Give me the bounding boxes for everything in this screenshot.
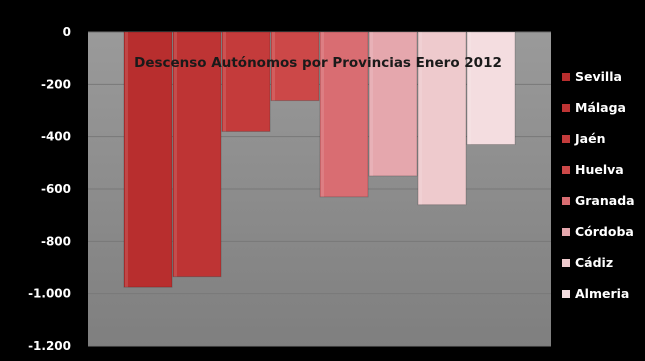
y-tick-label: -400 xyxy=(41,130,71,144)
legend-label: Almeria xyxy=(575,286,629,301)
legend-entry: Málaga xyxy=(562,100,626,115)
bar-highlight xyxy=(468,32,471,145)
bar-highlight xyxy=(125,32,128,287)
legend-swatch xyxy=(562,135,570,143)
bar-almeria xyxy=(467,32,515,145)
y-tick-label: -200 xyxy=(41,77,71,91)
legend-entry: Córdoba xyxy=(562,224,634,239)
legend-swatch xyxy=(562,290,570,298)
legend-label: Granada xyxy=(575,193,635,208)
legend-label: Huelva xyxy=(575,162,624,177)
y-axis-ticks: 0 -200 -400 -600 -800 -1.000 -1.200 xyxy=(28,25,71,353)
bar-jaen xyxy=(222,32,270,131)
legend-label: Jaén xyxy=(574,131,605,146)
legend-label: Málaga xyxy=(575,100,626,115)
legend-swatch xyxy=(562,104,570,112)
y-tick-label: 0 xyxy=(63,25,71,39)
chart-title: Descenso Autónomos por Provincias Enero … xyxy=(134,55,502,71)
legend-swatch xyxy=(562,228,570,236)
legend-entry: Granada xyxy=(562,193,635,208)
legend: Sevilla Málaga Jaén Huelva Granada Córdoba Cád… xyxy=(562,69,635,301)
legend-entry: Sevilla xyxy=(562,69,622,84)
legend-entry: Almeria xyxy=(562,286,629,301)
bar-highlight xyxy=(223,32,226,131)
y-tick-label: -1.200 xyxy=(28,339,71,353)
bar-cordoba xyxy=(369,32,417,176)
legend-label: Córdoba xyxy=(575,224,634,239)
legend-swatch xyxy=(562,197,570,205)
y-tick-label: -1.000 xyxy=(28,287,71,301)
legend-swatch xyxy=(562,259,570,267)
legend-label: Sevilla xyxy=(575,69,622,84)
legend-entry: Huelva xyxy=(562,162,624,177)
legend-label: Cádiz xyxy=(575,255,613,270)
legend-swatch xyxy=(562,166,570,174)
legend-entry: Cádiz xyxy=(562,255,613,270)
y-tick-label: -600 xyxy=(41,182,71,196)
y-tick-label: -800 xyxy=(41,234,71,248)
legend-swatch xyxy=(562,73,570,81)
legend-entry: Jaén xyxy=(562,131,605,146)
bar-highlight xyxy=(370,32,373,176)
